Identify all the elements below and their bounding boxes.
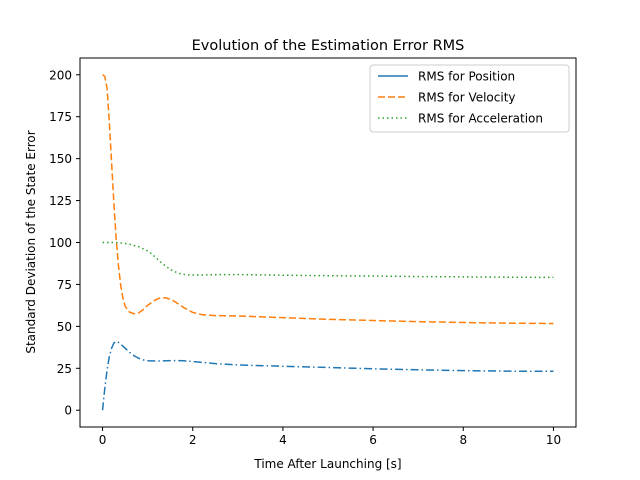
plot-marks [101,74,554,411]
y-axis-ticks: 0 25 50 75 100 125 150 175 200 [49,68,80,418]
y-tick-label: 100 [49,236,72,250]
y-tick-label: 25 [57,362,72,376]
legend-box [369,64,570,133]
x-tick-label: 0 [99,433,107,447]
x-tick-label: 10 [546,433,561,447]
y-tick-label: 0 [64,404,72,418]
x-tick-label: 6 [369,433,377,447]
y-tick-label: 125 [49,194,72,208]
x-tick-label: 4 [279,433,287,447]
y-tick-label: 75 [57,278,72,292]
legend-label-1: RMS for Position [418,70,515,84]
y-tick-label: 50 [57,320,72,334]
x-axis-ticks: 0 2 4 6 8 10 [99,427,561,447]
legend-label-3: RMS for Acceleration [418,112,543,126]
x-tick-label: 2 [189,433,197,447]
y-axis-label: Standard Deviation of the State Error [24,130,38,353]
y-tick-label: 175 [49,110,72,124]
series-line-1 [101,340,554,411]
series-line-3 [102,241,554,279]
legend: RMS for Position RMS for Velocity RMS for … [369,64,570,133]
series-line-2 [102,74,554,325]
y-tick-label: 200 [49,68,72,82]
x-axis-label: Time After Launching [s] [253,457,401,471]
chart-title: Evolution of the Estimation Error RMS [192,38,465,54]
x-tick-label: 8 [459,433,467,447]
y-tick-label: 150 [49,152,72,166]
legend-label-2: RMS for Velocity [418,91,516,105]
